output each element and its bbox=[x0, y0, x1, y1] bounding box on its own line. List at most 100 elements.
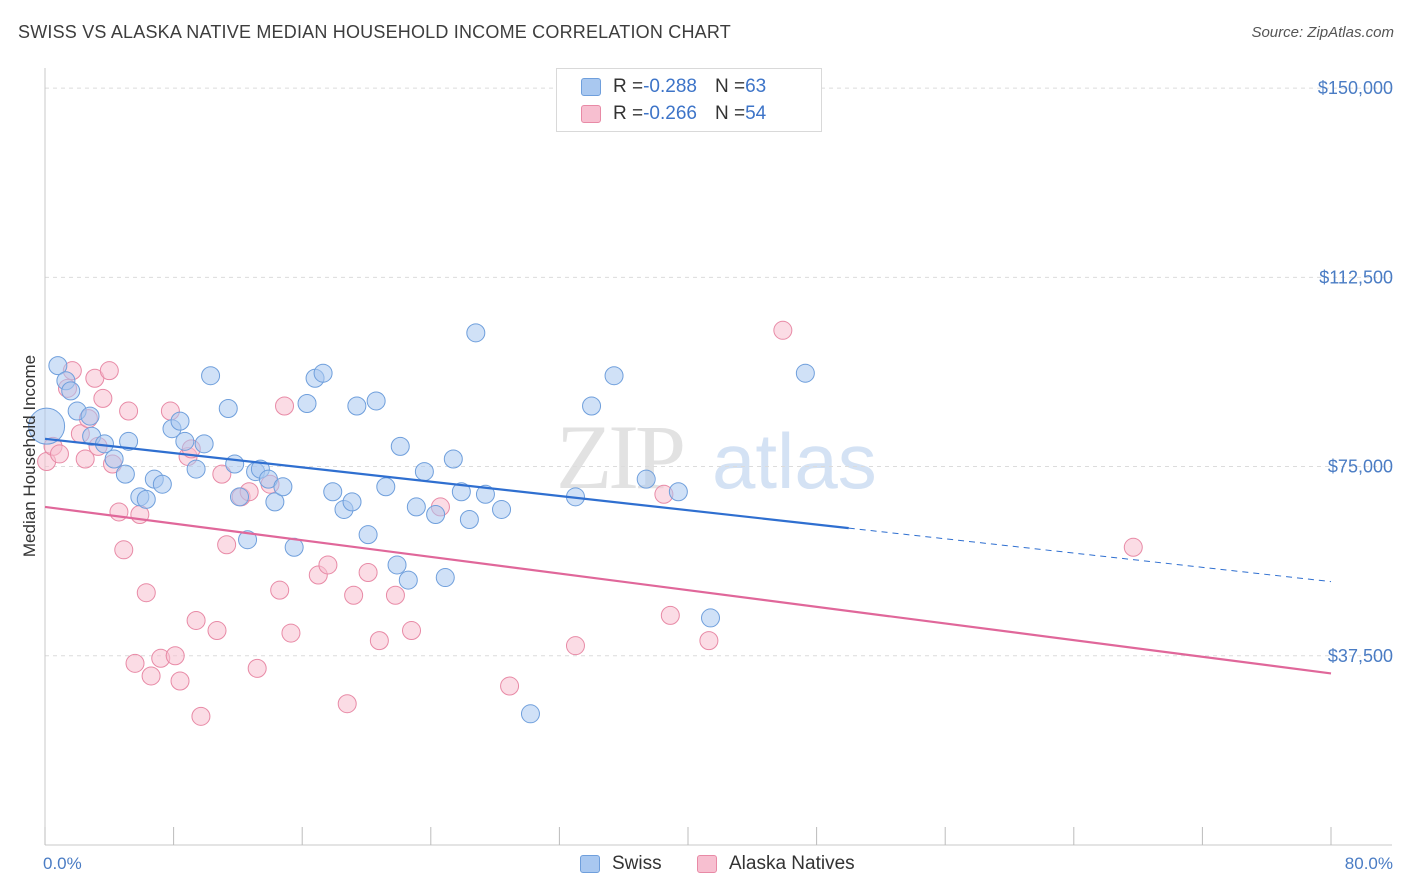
alaska-natives-point bbox=[247, 658, 267, 678]
swiss-point bbox=[136, 489, 156, 509]
legend-swatch-swiss bbox=[581, 78, 601, 96]
source-label: Source: ZipAtlas.com bbox=[1251, 24, 1394, 41]
alaska-natives-point bbox=[49, 444, 69, 464]
alaska-natives-point bbox=[125, 653, 145, 673]
alaska-natives-point bbox=[565, 636, 585, 656]
swiss-point bbox=[323, 482, 343, 502]
alaska-natives-point bbox=[337, 694, 357, 714]
alaska-natives-point bbox=[165, 646, 185, 666]
legend-n-value: 54 bbox=[745, 103, 767, 124]
alaska-natives-point bbox=[1123, 537, 1143, 557]
y-tick-label: $150,000 bbox=[1318, 78, 1393, 98]
legend-n-label: N = bbox=[714, 76, 746, 97]
legend-r-label: R = bbox=[613, 103, 644, 124]
swiss-point bbox=[426, 504, 446, 524]
swiss-point bbox=[390, 436, 410, 456]
y-tick-label: $37,500 bbox=[1328, 646, 1393, 666]
legend-r-value: -0.288 bbox=[643, 76, 697, 97]
alaska-natives-point bbox=[75, 449, 95, 469]
swiss-point bbox=[466, 323, 486, 343]
chart-title: SWISS VS ALASKA NATIVE MEDIAN HOUSEHOLD … bbox=[18, 22, 731, 42]
alaska-natives-point bbox=[93, 388, 113, 408]
alaska-natives-point bbox=[369, 631, 389, 651]
swiss-point bbox=[104, 449, 124, 469]
legend-n-label: N = bbox=[714, 103, 746, 124]
swiss-point bbox=[297, 393, 317, 413]
swiss-point bbox=[265, 492, 285, 512]
swiss-point bbox=[414, 462, 434, 482]
alaska-natives-point bbox=[191, 706, 211, 726]
swiss-points bbox=[28, 323, 815, 724]
alaska-natives-trend-line bbox=[44, 505, 1332, 675]
alaska-natives-point bbox=[773, 320, 793, 340]
alaska-natives-point bbox=[318, 555, 338, 575]
swiss-point bbox=[48, 356, 68, 376]
swiss-point bbox=[366, 391, 386, 411]
swiss-point bbox=[443, 449, 463, 469]
alaska-natives-point bbox=[217, 535, 237, 555]
bottom-legend-label-swiss: Swiss bbox=[612, 853, 662, 874]
bottom-legend-alaska-natives: Alaska Natives bbox=[697, 852, 855, 876]
swiss-point bbox=[342, 492, 362, 512]
alaska-natives-point bbox=[402, 621, 422, 641]
legend-n-value: 63 bbox=[745, 76, 767, 97]
tick-labels: $37,500 $75,000 $112,500 $150,000 0.0% 80.0% bbox=[43, 78, 1393, 873]
alaska-natives-points bbox=[37, 320, 1143, 726]
alaska-natives-point bbox=[114, 540, 134, 560]
legend-row-alaska-natives: R = -0.266 N = 54 bbox=[581, 102, 766, 126]
swiss-point bbox=[520, 704, 540, 724]
alaska-natives-point bbox=[281, 623, 301, 643]
swiss-point bbox=[230, 487, 250, 507]
alaska-natives-point bbox=[275, 396, 295, 416]
swiss-point bbox=[435, 568, 455, 588]
swiss-point bbox=[636, 469, 656, 489]
swiss-trend-extension bbox=[848, 527, 1332, 583]
swiss-point bbox=[313, 363, 333, 383]
alaska-natives-point bbox=[99, 361, 119, 381]
swiss-point bbox=[475, 484, 495, 504]
legend-swatch-alaska-natives bbox=[581, 105, 601, 123]
swiss-point bbox=[28, 407, 66, 445]
swiss-point bbox=[175, 431, 195, 451]
swiss-point bbox=[406, 497, 426, 517]
alaska-natives-point bbox=[207, 621, 227, 641]
swiss-point bbox=[238, 530, 258, 550]
swiss-point bbox=[80, 406, 100, 426]
legend-row-swiss: R = -0.288 N = 63 bbox=[581, 75, 766, 99]
alaska-natives-point bbox=[212, 464, 232, 484]
alaska-natives-point bbox=[660, 605, 680, 625]
swiss-trend-line bbox=[44, 437, 849, 530]
bottom-legend-swatch-swiss bbox=[580, 855, 600, 873]
swiss-point bbox=[795, 363, 815, 383]
legend: R = -0.288 N = 63 R = -0.266 N = 54 bbox=[556, 68, 822, 132]
swiss-point bbox=[225, 454, 245, 474]
gridlines bbox=[45, 87, 1392, 657]
swiss-point bbox=[492, 499, 512, 519]
swiss-point bbox=[398, 570, 418, 590]
alaska-natives-point bbox=[141, 666, 161, 686]
swiss-point bbox=[347, 396, 367, 416]
bottom-legend-swatch-alaska-natives bbox=[697, 855, 717, 873]
swiss-point bbox=[387, 555, 407, 575]
alaska-natives-point bbox=[170, 671, 190, 691]
swiss-point bbox=[201, 366, 221, 386]
alaska-natives-point bbox=[385, 585, 405, 605]
swiss-point bbox=[459, 510, 479, 530]
alaska-natives-point bbox=[358, 563, 378, 583]
swiss-point bbox=[152, 474, 172, 494]
swiss-point bbox=[358, 525, 378, 545]
swiss-point bbox=[119, 431, 139, 451]
alaska-natives-point bbox=[136, 583, 156, 603]
swiss-point bbox=[701, 608, 721, 628]
swiss-point bbox=[604, 366, 624, 386]
y-tick-label: $75,000 bbox=[1328, 457, 1393, 477]
y-tick-label: $112,500 bbox=[1319, 267, 1393, 287]
x-tick-label-max: 80.0% bbox=[1345, 854, 1393, 873]
swiss-point bbox=[61, 381, 81, 401]
trend-lines bbox=[44, 437, 1332, 675]
swiss-point bbox=[170, 411, 190, 431]
swiss-point bbox=[668, 482, 688, 502]
alaska-natives-point bbox=[344, 585, 364, 605]
alaska-natives-point bbox=[270, 580, 290, 600]
